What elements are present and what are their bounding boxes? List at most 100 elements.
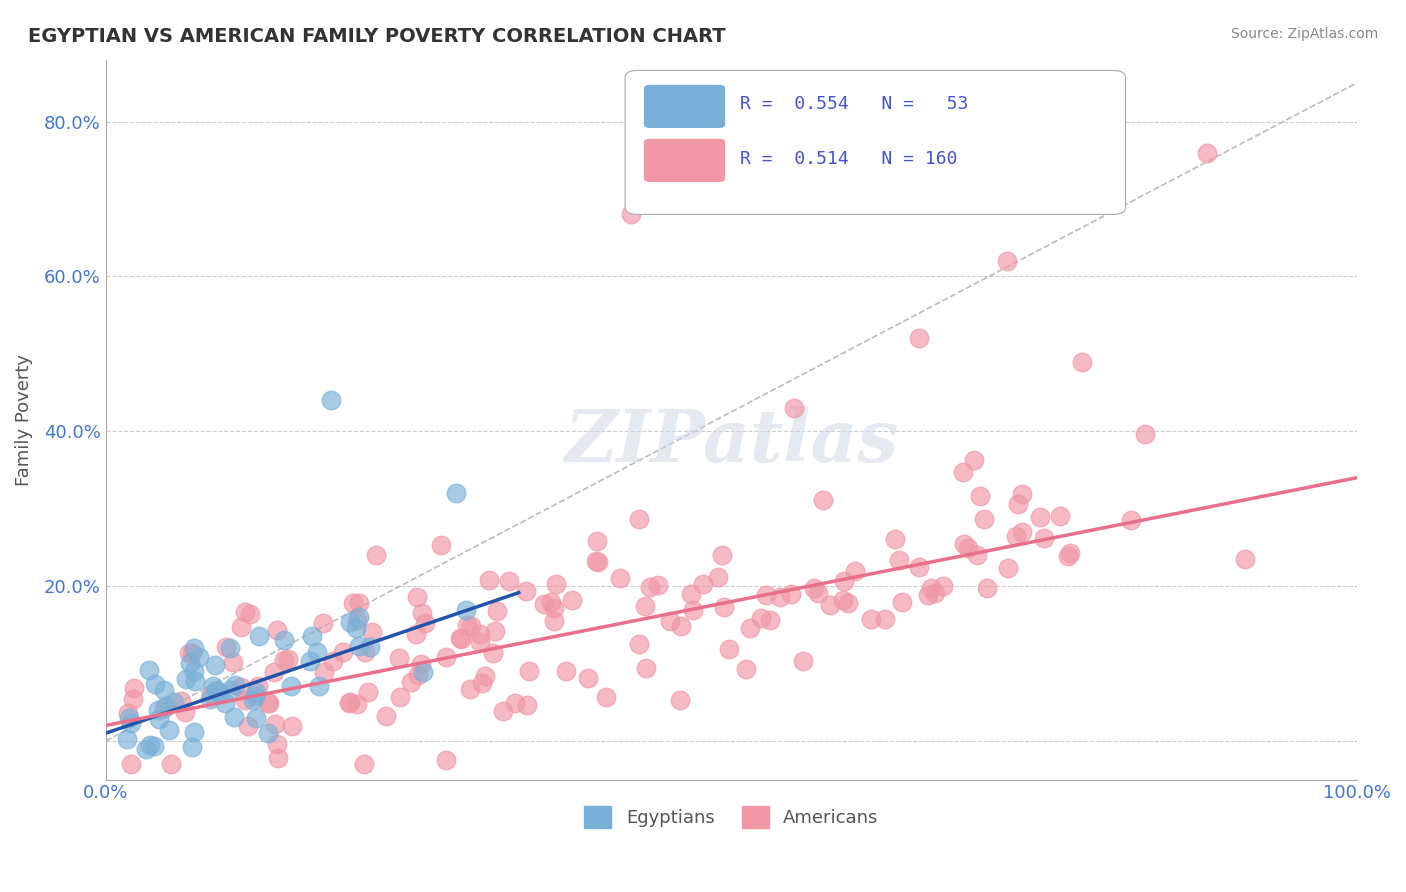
- Point: [312, 665, 335, 679]
- Text: R =  0.514   N = 160: R = 0.514 N = 160: [740, 150, 957, 168]
- Point: [205, 685, 228, 699]
- FancyBboxPatch shape: [626, 70, 1126, 214]
- Point: [503, 696, 526, 710]
- Point: [183, 724, 205, 739]
- Point: [450, 631, 472, 645]
- Point: [807, 585, 830, 599]
- Point: [890, 595, 912, 609]
- Point: [832, 574, 855, 588]
- Point: [1011, 525, 1033, 540]
- Point: [544, 577, 567, 591]
- Point: [585, 554, 607, 568]
- Point: [138, 663, 160, 677]
- Point: [301, 629, 323, 643]
- Point: [388, 651, 411, 665]
- Point: [640, 580, 662, 594]
- Point: [277, 652, 299, 666]
- Point: [153, 683, 176, 698]
- Point: [360, 625, 382, 640]
- Point: [516, 698, 538, 713]
- Point: [219, 641, 242, 656]
- Point: [264, 717, 287, 731]
- Point: [312, 615, 335, 630]
- Point: [229, 620, 252, 634]
- Point: [180, 646, 202, 660]
- Point: [204, 658, 226, 673]
- Point: [135, 742, 157, 756]
- Point: [319, 393, 342, 408]
- Point: [831, 593, 853, 607]
- Point: [454, 603, 477, 617]
- Text: R =  0.554   N =   53: R = 0.554 N = 53: [740, 95, 969, 113]
- Point: [236, 719, 259, 733]
- Text: EGYPTIAN VS AMERICAN FAMILY POVERTY CORRELATION CHART: EGYPTIAN VS AMERICAN FAMILY POVERTY CORR…: [28, 27, 725, 45]
- FancyBboxPatch shape: [644, 139, 725, 182]
- Point: [332, 645, 354, 659]
- Point: [456, 617, 478, 632]
- Point: [620, 207, 643, 221]
- Point: [179, 646, 201, 660]
- Point: [783, 401, 806, 415]
- Point: [460, 618, 482, 632]
- Point: [1005, 529, 1028, 543]
- Point: [669, 619, 692, 633]
- Point: [120, 757, 142, 772]
- Point: [434, 753, 457, 767]
- Point: [484, 624, 506, 639]
- Point: [586, 533, 609, 548]
- Point: [1032, 532, 1054, 546]
- Point: [273, 653, 295, 667]
- Point: [163, 695, 186, 709]
- Point: [751, 611, 773, 625]
- Point: [769, 590, 792, 604]
- Point: [124, 681, 146, 695]
- Point: [174, 672, 197, 686]
- Point: [450, 632, 472, 646]
- Point: [243, 690, 266, 704]
- Point: [478, 573, 501, 587]
- Point: [609, 571, 631, 585]
- Point: [184, 673, 207, 688]
- Point: [256, 696, 278, 710]
- Point: [803, 581, 825, 595]
- Point: [555, 665, 578, 679]
- Point: [143, 676, 166, 690]
- Point: [231, 681, 253, 695]
- Point: [354, 645, 377, 659]
- Point: [738, 621, 761, 635]
- Point: [482, 646, 505, 660]
- Point: [146, 703, 169, 717]
- Point: [576, 671, 599, 685]
- Point: [561, 593, 583, 607]
- Point: [117, 711, 139, 725]
- Point: [969, 489, 991, 503]
- Point: [200, 687, 222, 701]
- Y-axis label: Family Poverty: Family Poverty: [15, 353, 32, 485]
- Point: [339, 695, 361, 709]
- Point: [717, 641, 740, 656]
- Point: [917, 588, 939, 602]
- Point: [224, 678, 246, 692]
- Point: [543, 601, 565, 615]
- Point: [169, 694, 191, 708]
- Point: [486, 604, 509, 618]
- Point: [844, 564, 866, 578]
- Point: [963, 453, 986, 467]
- Point: [120, 716, 142, 731]
- Point: [924, 585, 946, 599]
- Point: [344, 622, 367, 636]
- Point: [411, 657, 433, 672]
- Point: [679, 587, 702, 601]
- Point: [920, 581, 942, 595]
- Point: [931, 578, 953, 592]
- Point: [498, 574, 520, 589]
- Point: [219, 683, 242, 698]
- Point: [873, 612, 896, 626]
- Point: [247, 629, 270, 643]
- Point: [233, 605, 256, 619]
- Point: [515, 583, 537, 598]
- Point: [201, 679, 224, 693]
- Point: [682, 603, 704, 617]
- Point: [415, 616, 437, 631]
- Point: [139, 738, 162, 752]
